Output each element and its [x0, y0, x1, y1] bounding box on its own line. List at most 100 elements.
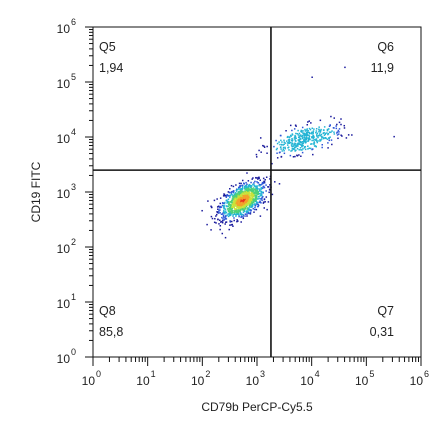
event-dot [304, 145, 307, 148]
event-dot [263, 180, 265, 183]
event-dot [293, 145, 295, 147]
event-dot [298, 143, 300, 145]
event-dot [321, 146, 323, 149]
event-dot [253, 199, 255, 201]
event-dot [280, 139, 282, 142]
event-dot [236, 197, 239, 200]
event-dot [306, 133, 309, 136]
event-dot [233, 201, 236, 204]
event-dot [312, 136, 315, 138]
event-dot [228, 211, 231, 214]
event-dot [231, 200, 233, 203]
event-dot [297, 129, 299, 132]
event-dot [293, 128, 296, 130]
event-dot [260, 188, 262, 190]
event-dot [331, 130, 333, 132]
event-dot [288, 142, 290, 144]
event-dot [298, 136, 300, 138]
event-dot [252, 189, 255, 192]
event-dot [238, 204, 240, 207]
event-dot [315, 140, 318, 142]
event-dot [222, 214, 225, 217]
event-dot [230, 208, 233, 211]
event-dot [279, 143, 281, 146]
event-dot [240, 204, 243, 207]
event-dot [243, 204, 245, 206]
event-dot [230, 193, 232, 196]
event-dot [239, 201, 242, 204]
event-dot [232, 206, 234, 208]
event-dot [312, 137, 315, 139]
event-dot [305, 131, 308, 134]
event-dot [261, 181, 264, 184]
event-dot [248, 208, 251, 211]
event-dot [308, 138, 310, 141]
event-dot [240, 221, 242, 223]
event-dot [256, 181, 258, 183]
event-dot [227, 205, 230, 208]
event-dot [311, 136, 313, 139]
event-dot [238, 195, 241, 198]
event-dot [291, 143, 294, 145]
event-dot [245, 204, 247, 206]
event-dot [219, 219, 221, 222]
event-dot [239, 211, 242, 214]
event-dot [265, 196, 268, 198]
event-dot [228, 201, 230, 203]
event-dot [317, 136, 319, 139]
event-dot [257, 178, 259, 180]
event-dot [244, 213, 247, 215]
event-dot [303, 134, 305, 137]
event-dot [256, 190, 259, 192]
event-dot [318, 134, 320, 137]
event-dot [297, 139, 300, 141]
event-dot [228, 210, 230, 213]
event-dot [223, 216, 225, 219]
event-dot [248, 200, 250, 203]
event-dot [239, 193, 242, 195]
event-dot [262, 185, 264, 188]
event-dot [231, 211, 233, 213]
event-dot [236, 212, 238, 214]
event-dot [247, 187, 250, 189]
event-dot [261, 191, 264, 193]
event-dot [257, 204, 260, 207]
event-dot [218, 210, 220, 213]
event-dot [264, 201, 266, 203]
event-dot [250, 187, 253, 189]
event-dot [291, 142, 293, 144]
event-dot [236, 213, 239, 215]
event-dot [226, 205, 228, 208]
event-dot [259, 184, 262, 186]
event-dot [319, 130, 322, 132]
event-dot [343, 127, 346, 129]
event-dot [294, 142, 296, 145]
event-dot [224, 223, 226, 225]
event-dot [233, 212, 236, 214]
x-tick-exponent: 0 [96, 369, 101, 379]
event-dot [231, 206, 233, 209]
event-dot [294, 146, 297, 148]
quadrant-percent: 0,31 [370, 325, 394, 339]
event-dot [218, 223, 220, 225]
event-dot [290, 139, 293, 142]
event-dot [337, 129, 340, 132]
event-dot [340, 123, 342, 126]
event-dot [233, 210, 236, 212]
event-dot [295, 145, 298, 148]
quadrant-labels: Q5 1,94 Q6 11,9 Q7 0,31 Q8 85,8 [99, 40, 394, 339]
event-dot [239, 191, 242, 194]
event-dot [305, 138, 308, 140]
event-dot [237, 195, 239, 197]
event-dot [225, 218, 228, 220]
event-dot [234, 197, 237, 199]
event-dot [319, 119, 322, 122]
event-dot [245, 201, 247, 204]
quadrant-percent: 11,9 [371, 61, 394, 75]
event-dot [221, 221, 224, 224]
event-dot [292, 156, 295, 158]
event-dot [309, 132, 311, 134]
event-dot [245, 196, 248, 199]
event-dot [237, 208, 239, 210]
event-dot [217, 205, 220, 208]
